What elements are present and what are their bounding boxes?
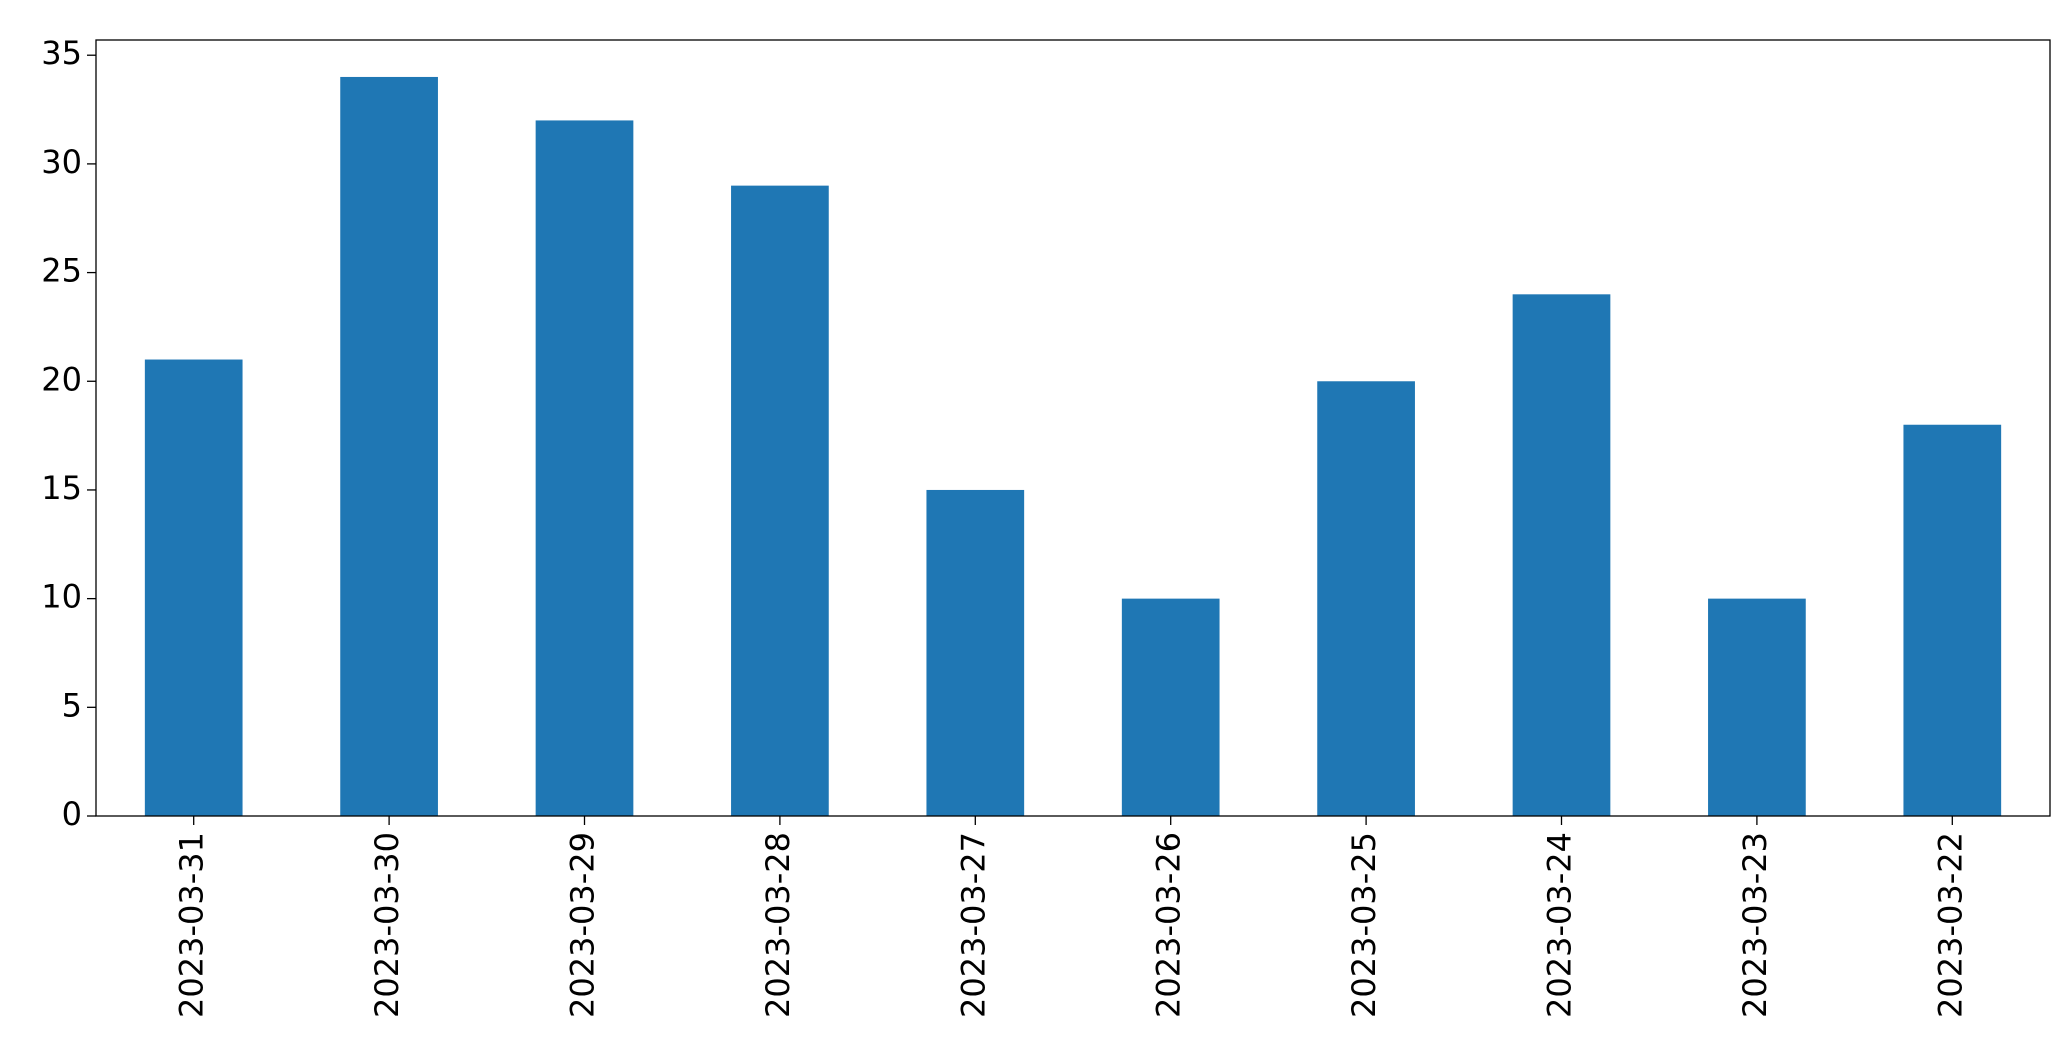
bar <box>144 359 243 816</box>
bar <box>926 489 1025 816</box>
plot-frame <box>95 39 2051 817</box>
x-tick-label: 2023-03-23 <box>1736 832 1774 1018</box>
x-tick-label: 2023-03-28 <box>759 832 797 1018</box>
x-tick-label: 2023-03-27 <box>954 832 992 1018</box>
bar <box>1121 598 1220 816</box>
bar <box>1708 598 1806 816</box>
y-tick-label: 30 <box>41 143 82 181</box>
y-tick-label: 5 <box>62 686 82 724</box>
x-tick-label: 2023-03-24 <box>1541 832 1579 1018</box>
y-tick-label: 15 <box>41 469 82 507</box>
y-tick-label: 35 <box>41 34 82 72</box>
x-tick-label: 2023-03-30 <box>368 832 406 1018</box>
y-tick-label: 0 <box>62 795 82 833</box>
bar <box>731 185 829 816</box>
x-tick-label: 2023-03-25 <box>1345 832 1383 1018</box>
bar <box>1512 294 1611 816</box>
bar <box>1317 381 1415 816</box>
y-tick-label: 10 <box>41 578 82 616</box>
x-tick-label: 2023-03-22 <box>1931 832 1969 1018</box>
bar <box>535 120 634 816</box>
x-tick-label: 2023-03-31 <box>173 832 211 1018</box>
x-tick-label: 2023-03-26 <box>1150 832 1188 1018</box>
y-tick-label: 25 <box>41 252 82 290</box>
x-tick-label: 2023-03-29 <box>564 832 602 1018</box>
bar <box>1903 424 2002 816</box>
bar <box>340 76 438 816</box>
y-tick-label: 20 <box>41 360 82 398</box>
